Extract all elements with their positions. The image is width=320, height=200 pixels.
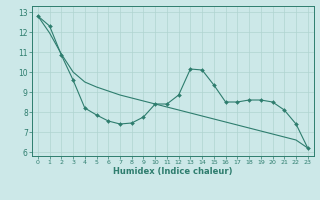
X-axis label: Humidex (Indice chaleur): Humidex (Indice chaleur) [113,167,233,176]
